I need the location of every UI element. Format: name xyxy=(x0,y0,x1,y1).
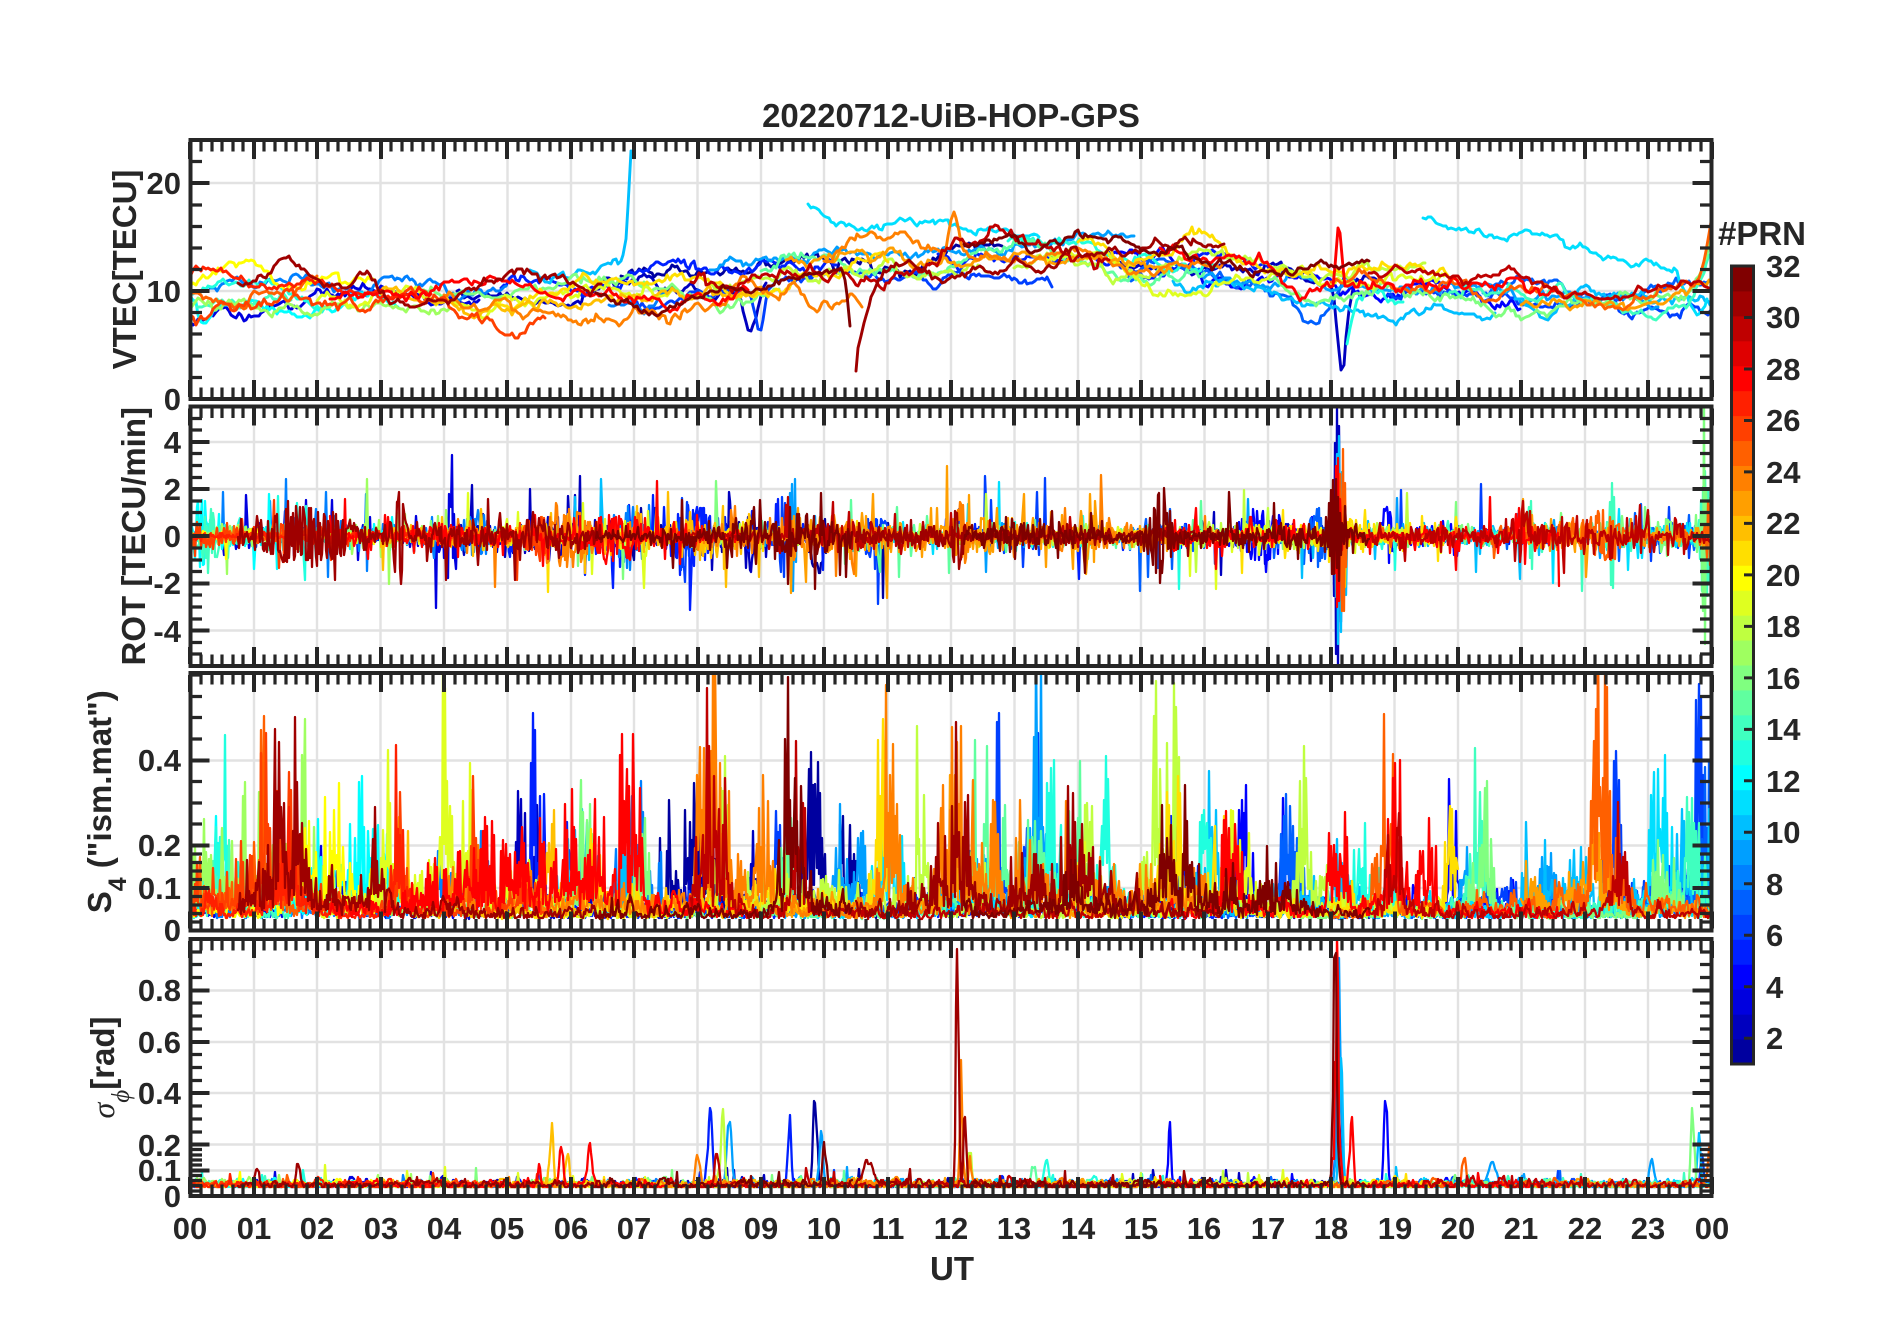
svg-text:10: 10 xyxy=(807,1211,841,1246)
svg-text:28: 28 xyxy=(1766,352,1800,387)
svg-text:#PRN: #PRN xyxy=(1718,215,1806,252)
svg-text:11: 11 xyxy=(872,1211,905,1246)
svg-text:02: 02 xyxy=(300,1211,334,1246)
svg-text:20: 20 xyxy=(1766,558,1800,593)
svg-text:10: 10 xyxy=(147,274,181,309)
svg-text:0.2: 0.2 xyxy=(138,828,181,863)
svg-text:20220712-UiB-HOP-GPS: 20220712-UiB-HOP-GPS xyxy=(762,97,1140,134)
svg-text:0: 0 xyxy=(164,519,181,554)
svg-text:2: 2 xyxy=(164,472,181,507)
svg-text:0.4: 0.4 xyxy=(138,743,182,778)
svg-text:-4: -4 xyxy=(153,614,181,649)
svg-text:22: 22 xyxy=(1568,1211,1602,1246)
svg-text:6: 6 xyxy=(1766,918,1783,953)
svg-text:-2: -2 xyxy=(153,566,181,601)
svg-text:08: 08 xyxy=(681,1211,715,1246)
svg-text:18: 18 xyxy=(1314,1211,1348,1246)
svg-text:00: 00 xyxy=(173,1211,207,1246)
svg-text:12: 12 xyxy=(1766,764,1800,799)
svg-text:13: 13 xyxy=(997,1211,1031,1246)
svg-text:ROT [TECU/min]: ROT [TECU/min] xyxy=(115,407,152,665)
svg-text:8: 8 xyxy=(1766,867,1783,902)
svg-text:05: 05 xyxy=(490,1211,524,1246)
svg-text:0: 0 xyxy=(164,1179,181,1214)
svg-text:21: 21 xyxy=(1504,1211,1538,1246)
svg-text:26: 26 xyxy=(1766,403,1800,438)
svg-text:19: 19 xyxy=(1378,1211,1412,1246)
svg-text:2: 2 xyxy=(1766,1021,1783,1056)
svg-text:14: 14 xyxy=(1766,712,1801,747)
svg-text:22: 22 xyxy=(1766,506,1800,541)
svg-text:00: 00 xyxy=(1695,1211,1729,1246)
svg-text:4: 4 xyxy=(164,425,182,460)
svg-text:0.4: 0.4 xyxy=(138,1076,182,1111)
svg-text:UT: UT xyxy=(930,1250,974,1287)
svg-text:15: 15 xyxy=(1124,1211,1158,1246)
svg-text:4: 4 xyxy=(1766,970,1784,1005)
svg-text:16: 16 xyxy=(1187,1211,1221,1246)
svg-text:0.1: 0.1 xyxy=(138,871,181,906)
svg-text:06: 06 xyxy=(554,1211,588,1246)
svg-text:0.2: 0.2 xyxy=(138,1128,181,1163)
svg-text:0: 0 xyxy=(164,913,181,948)
svg-text:20: 20 xyxy=(1441,1211,1475,1246)
svg-text:0.8: 0.8 xyxy=(138,973,181,1008)
svg-text:09: 09 xyxy=(744,1211,778,1246)
svg-text:0.1: 0.1 xyxy=(138,1153,181,1188)
svg-text:03: 03 xyxy=(364,1211,398,1246)
svg-text:12: 12 xyxy=(934,1211,968,1246)
svg-text:04: 04 xyxy=(427,1211,462,1246)
svg-text:20: 20 xyxy=(147,166,181,201)
svg-text:23: 23 xyxy=(1631,1211,1665,1246)
svg-text:0: 0 xyxy=(164,382,181,417)
svg-text:30: 30 xyxy=(1766,300,1800,335)
svg-text:VTEC[TECU]: VTEC[TECU] xyxy=(106,170,143,370)
svg-text:07: 07 xyxy=(617,1211,651,1246)
svg-text:24: 24 xyxy=(1766,455,1801,490)
svg-text:16: 16 xyxy=(1766,661,1800,696)
svg-text:17: 17 xyxy=(1251,1211,1285,1246)
svg-text:01: 01 xyxy=(237,1211,271,1246)
svg-text:10: 10 xyxy=(1766,815,1800,850)
svg-text:14: 14 xyxy=(1061,1211,1096,1246)
svg-text:32: 32 xyxy=(1766,249,1800,284)
svg-text:0.6: 0.6 xyxy=(138,1025,181,1060)
svg-text:18: 18 xyxy=(1766,609,1800,644)
svg-text:σϕ[rad]: σϕ[rad] xyxy=(84,1016,135,1118)
